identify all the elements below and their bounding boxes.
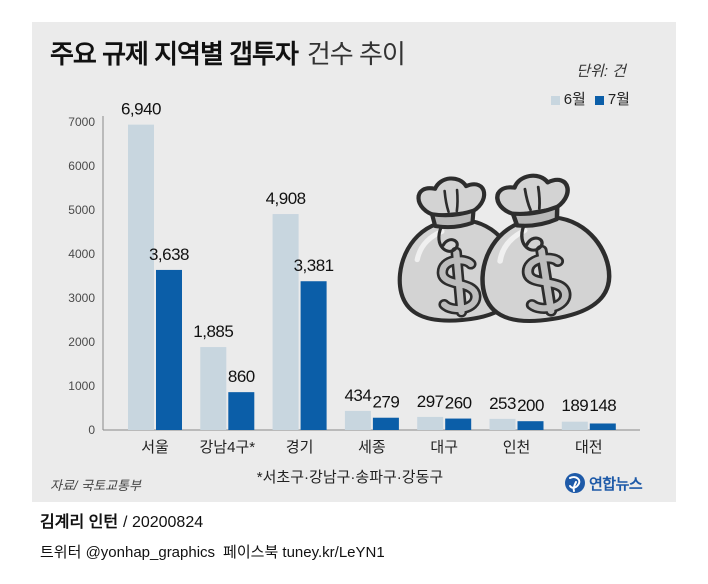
y-tick-label-5: 5000	[68, 203, 95, 217]
legend-item-june: 6월	[550, 91, 586, 109]
x-category-label-5: 인천	[503, 439, 531, 456]
data-label-series0-cat6: 189	[561, 396, 588, 415]
y-tick-label-3: 3000	[68, 291, 95, 305]
chart-title: 주요 규제 지역별 갭투자 건수 추이	[50, 37, 406, 71]
x-category-label-3: 세종	[358, 439, 386, 456]
legend-label-june: 6월	[563, 91, 586, 108]
bar-series1-cat1	[228, 392, 255, 430]
bar-series0-cat6	[561, 421, 588, 430]
bar-series0-cat5	[489, 418, 516, 430]
data-label-series1-cat5: 200	[517, 396, 544, 415]
bar-series1-cat4	[445, 418, 472, 430]
credit-line: 김계리 인턴/ 20200824	[40, 513, 203, 533]
data-label-series1-cat6: 148	[589, 396, 616, 415]
money-bag-right-icon	[467, 166, 615, 329]
yonhap-logo-icon	[565, 473, 585, 493]
legend-swatch-july	[594, 95, 604, 105]
plot-area: 0 1000 2000 3000 4000 5000 6000 7000 6,940 3,638 서…	[68, 100, 640, 456]
x-category-label-1: 강남4구*	[200, 439, 256, 456]
bar-series1-cat0	[156, 269, 182, 430]
legend: 6월 7월	[450, 91, 630, 109]
data-label-series0-cat3: 434	[344, 386, 371, 405]
chart-title-main: 주요 규제 지역별 갭투자	[50, 39, 299, 69]
unit-label: 단위: 건	[576, 63, 626, 80]
y-tick-label-0: 0	[88, 423, 95, 437]
data-label-series1-cat4: 260	[445, 394, 472, 413]
bar-series1-cat3	[372, 417, 399, 430]
legend-item-july: 7월	[594, 91, 630, 109]
x-category-label-0: 서울	[141, 439, 169, 456]
x-category-label-4: 대구	[430, 439, 458, 456]
x-category-label-2: 경기	[286, 439, 314, 456]
data-label-series1-cat1: 860	[228, 367, 255, 386]
logo-text: 연합뉴스	[589, 475, 643, 493]
facebook-link: 페이스북 tuney.kr/LeYN1	[223, 544, 385, 561]
data-label-series1-cat0: 3,638	[149, 245, 189, 264]
credit-author: 김계리 인턴	[40, 514, 119, 531]
y-tick-label-6: 6000	[68, 159, 95, 173]
data-label-series1-cat2: 3,381	[294, 256, 334, 275]
chart-title-sub: 건수 추이	[306, 39, 406, 69]
data-label-series0-cat5: 253	[489, 394, 516, 413]
data-label-series0-cat1: 1,885	[193, 322, 233, 341]
bar-series1-cat5	[517, 421, 544, 430]
footnote: *서초구·강남구·송파구·강동구	[256, 469, 444, 486]
credit-date: / 20200824	[123, 514, 204, 531]
bar-series0-cat2	[272, 214, 299, 430]
bar-series0-cat1	[200, 347, 227, 430]
yonhap-logo: 연합뉴스	[564, 472, 643, 494]
bar-series1-cat6	[589, 423, 616, 430]
bar-series0-cat3	[344, 410, 371, 430]
data-label-series1-cat3: 279	[372, 393, 399, 412]
data-label-series0-cat4: 297	[417, 392, 444, 411]
y-tick-label-4: 4000	[68, 247, 95, 261]
twitter-handle: 트위터 @yonhap_graphics	[40, 544, 216, 561]
legend-label-july: 7월	[607, 91, 630, 108]
source-label: 자료/ 국토교통부	[50, 478, 141, 493]
bar-series1-cat2	[300, 281, 327, 430]
bar-series0-cat0	[128, 124, 154, 430]
social-line: 트위터 @yonhap_graphics 페이스북 tuney.kr/LeYN1	[40, 543, 385, 563]
legend-swatch-june	[550, 95, 560, 105]
money-bags-icon	[391, 166, 615, 329]
y-tick-label-2: 2000	[68, 335, 95, 349]
data-label-series0-cat2: 4,908	[266, 189, 306, 208]
bar-series0-cat4	[417, 416, 444, 430]
x-category-label-6: 대전	[575, 439, 603, 456]
y-tick-label-7: 7000	[68, 115, 95, 129]
y-tick-label-1: 1000	[68, 379, 95, 393]
data-label-series0-cat0: 6,940	[121, 100, 161, 119]
